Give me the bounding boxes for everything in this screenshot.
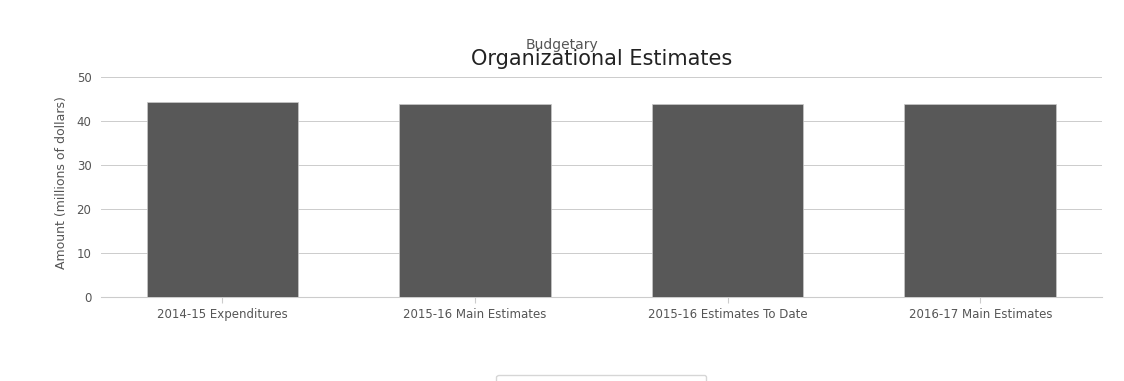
Bar xyxy=(399,104,551,296)
Bar xyxy=(905,104,1057,296)
Bar xyxy=(146,296,298,297)
Text: Budgetary: Budgetary xyxy=(526,38,598,52)
Legend: Total Statutory, Voted: Total Statutory, Voted xyxy=(497,375,706,381)
Title: Organizational Estimates: Organizational Estimates xyxy=(471,49,732,69)
Bar xyxy=(652,104,804,296)
Y-axis label: Amount (millions of dollars): Amount (millions of dollars) xyxy=(55,96,69,269)
Bar xyxy=(905,296,1057,297)
Bar xyxy=(146,102,298,296)
Bar xyxy=(652,296,804,297)
Bar xyxy=(399,296,551,297)
